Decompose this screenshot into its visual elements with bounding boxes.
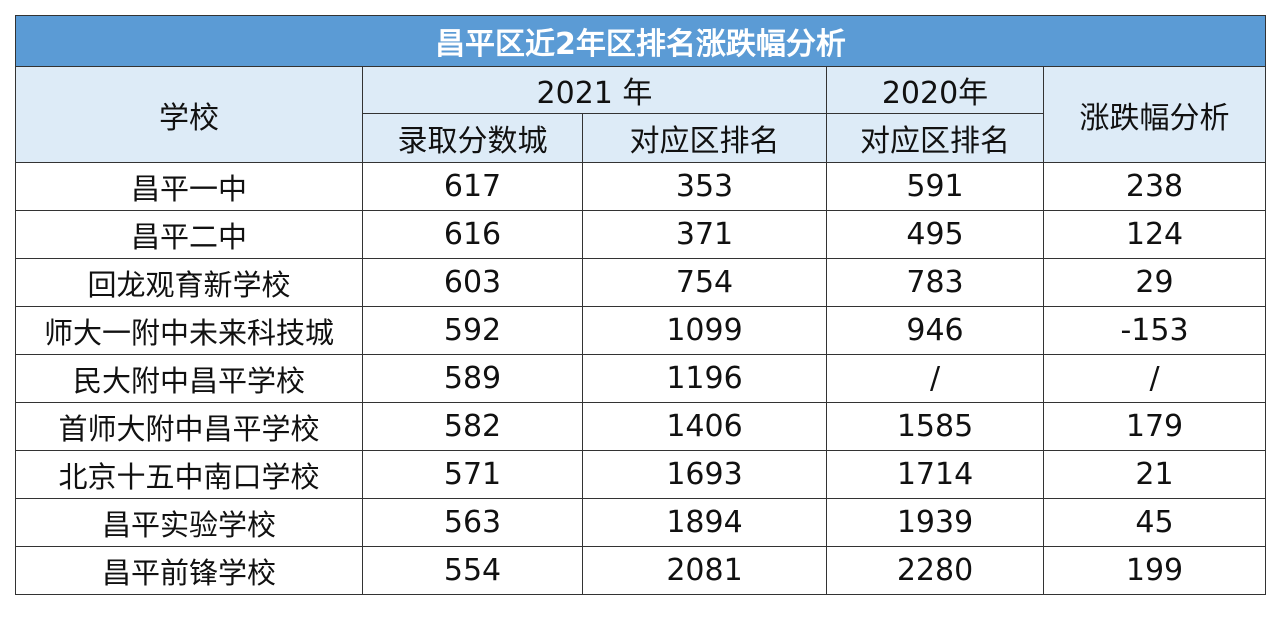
header-year-2020: 2020年 bbox=[826, 66, 1044, 114]
rank-2021-cell: 371 bbox=[582, 210, 827, 259]
score-cell: 603 bbox=[362, 258, 583, 307]
change-cell: 238 bbox=[1043, 162, 1266, 211]
rank-2020-cell: / bbox=[826, 354, 1044, 403]
header-change: 涨跌幅分析 bbox=[1043, 66, 1266, 163]
rank-2021-cell: 1406 bbox=[582, 402, 827, 451]
change-cell: / bbox=[1043, 354, 1266, 403]
table-title-row: 昌平区近2年区排名涨跌幅分析 bbox=[15, 15, 1266, 67]
table-row: 师大一附中未来科技城 592 1099 946 -153 bbox=[15, 306, 1266, 355]
table-row: 昌平前锋学校 554 2081 2280 199 bbox=[15, 546, 1266, 595]
table-row: 首师大附中昌平学校 582 1406 1585 179 bbox=[15, 402, 1266, 451]
score-cell: 617 bbox=[362, 162, 583, 211]
score-cell: 589 bbox=[362, 354, 583, 403]
school-cell: 师大一附中未来科技城 bbox=[15, 306, 363, 355]
rank-2021-cell: 1894 bbox=[582, 498, 827, 547]
rank-2020-cell: 1585 bbox=[826, 402, 1044, 451]
rank-2020-cell: 2280 bbox=[826, 546, 1044, 595]
rank-2021-cell: 1196 bbox=[582, 354, 827, 403]
rank-2020-cell: 1714 bbox=[826, 450, 1044, 499]
rank-2020-cell: 591 bbox=[826, 162, 1044, 211]
score-cell: 592 bbox=[362, 306, 583, 355]
change-cell: 179 bbox=[1043, 402, 1266, 451]
school-cell: 民大附中昌平学校 bbox=[15, 354, 363, 403]
score-cell: 571 bbox=[362, 450, 583, 499]
header-row-1: 学校 2021 年 2020年 涨跌幅分析 bbox=[15, 66, 1266, 163]
table-row: 昌平二中 616 371 495 124 bbox=[15, 210, 1266, 259]
school-cell: 首师大附中昌平学校 bbox=[15, 402, 363, 451]
change-cell: -153 bbox=[1043, 306, 1266, 355]
school-cell: 北京十五中南口学校 bbox=[15, 450, 363, 499]
change-cell: 199 bbox=[1043, 546, 1266, 595]
rank-2021-cell: 1099 bbox=[582, 306, 827, 355]
header-rank-2020: 对应区排名 bbox=[826, 113, 1044, 163]
school-cell: 昌平一中 bbox=[15, 162, 363, 211]
rank-2021-cell: 2081 bbox=[582, 546, 827, 595]
header-rank-2021: 对应区排名 bbox=[582, 113, 827, 163]
score-cell: 616 bbox=[362, 210, 583, 259]
score-cell: 554 bbox=[362, 546, 583, 595]
rank-2021-cell: 353 bbox=[582, 162, 827, 211]
change-cell: 21 bbox=[1043, 450, 1266, 499]
score-cell: 563 bbox=[362, 498, 583, 547]
rank-2020-cell: 1939 bbox=[826, 498, 1044, 547]
change-cell: 29 bbox=[1043, 258, 1266, 307]
school-cell: 回龙观育新学校 bbox=[15, 258, 363, 307]
change-cell: 45 bbox=[1043, 498, 1266, 547]
ranking-table: 昌平区近2年区排名涨跌幅分析 学校 2021 年 2020年 涨跌幅分析 录取分… bbox=[15, 15, 1266, 595]
table-title: 昌平区近2年区排名涨跌幅分析 bbox=[15, 15, 1266, 67]
header-row-2: 录取分数城 对应区排名 对应区排名 bbox=[16, 113, 1266, 163]
rank-2020-cell: 946 bbox=[826, 306, 1044, 355]
table-row: 昌平实验学校 563 1894 1939 45 bbox=[15, 498, 1266, 547]
score-cell: 582 bbox=[362, 402, 583, 451]
header-score-line: 录取分数城 bbox=[362, 113, 583, 163]
change-cell: 124 bbox=[1043, 210, 1266, 259]
table-row: 民大附中昌平学校 589 1196// bbox=[15, 354, 1266, 403]
table-row: 回龙观育新学校 603 754 783 29 bbox=[15, 258, 1266, 307]
header-school: 学校 bbox=[15, 66, 363, 163]
school-cell: 昌平实验学校 bbox=[15, 498, 363, 547]
school-cell: 昌平前锋学校 bbox=[15, 546, 363, 595]
table-row: 昌平一中 617 353 591 238 bbox=[15, 162, 1266, 211]
header-year-2021: 2021 年 bbox=[362, 66, 827, 114]
rank-2020-cell: 783 bbox=[826, 258, 1044, 307]
school-cell: 昌平二中 bbox=[15, 210, 363, 259]
rank-2021-cell: 1693 bbox=[582, 450, 827, 499]
rank-2021-cell: 754 bbox=[582, 258, 827, 307]
table-row: 北京十五中南口学校 571 1693 1714 21 bbox=[15, 450, 1266, 499]
rank-2020-cell: 495 bbox=[826, 210, 1044, 259]
